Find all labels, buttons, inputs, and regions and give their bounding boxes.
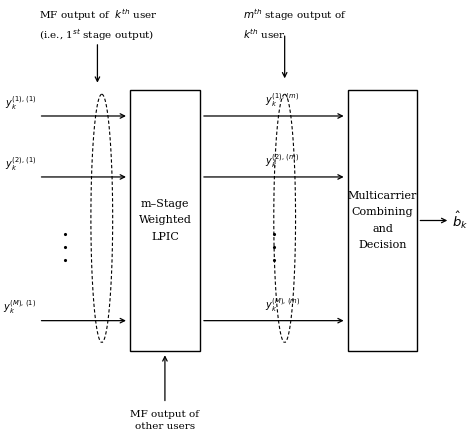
Text: Multicarrier
Combining
and
Decision: Multicarrier Combining and Decision (348, 191, 417, 250)
Text: $y_k^{(1),\,(m)}$: $y_k^{(1),\,(m)}$ (265, 92, 299, 109)
Bar (130, 90, 200, 351)
Text: $y_k^{(1),\,(1)}$: $y_k^{(1),\,(1)}$ (5, 94, 36, 112)
Text: $y_k^{(2),\,(m)}$: $y_k^{(2),\,(m)}$ (265, 153, 299, 170)
Text: $y_k^{(M),\,(1)}$: $y_k^{(M),\,(1)}$ (3, 299, 36, 316)
Text: m–Stage
Weighted
LPIC: m–Stage Weighted LPIC (138, 199, 191, 242)
Text: $\hat{b}_k$: $\hat{b}_k$ (452, 210, 468, 231)
Text: $m^{th}$ stage output of
$k^{th}$ user: $m^{th}$ stage output of $k^{th}$ user (243, 7, 347, 41)
Text: $y_k^{(2),\,(1)}$: $y_k^{(2),\,(1)}$ (5, 155, 36, 172)
Text: $y_k^{(M),\,(m)}$: $y_k^{(M),\,(m)}$ (265, 296, 301, 314)
Bar (348, 90, 418, 351)
Text: MF output of
other users: MF output of other users (130, 410, 200, 431)
Text: MF output of  $k^{th}$ user
(i.e., 1$^{st}$ stage output): MF output of $k^{th}$ user (i.e., 1$^{st… (39, 7, 157, 44)
